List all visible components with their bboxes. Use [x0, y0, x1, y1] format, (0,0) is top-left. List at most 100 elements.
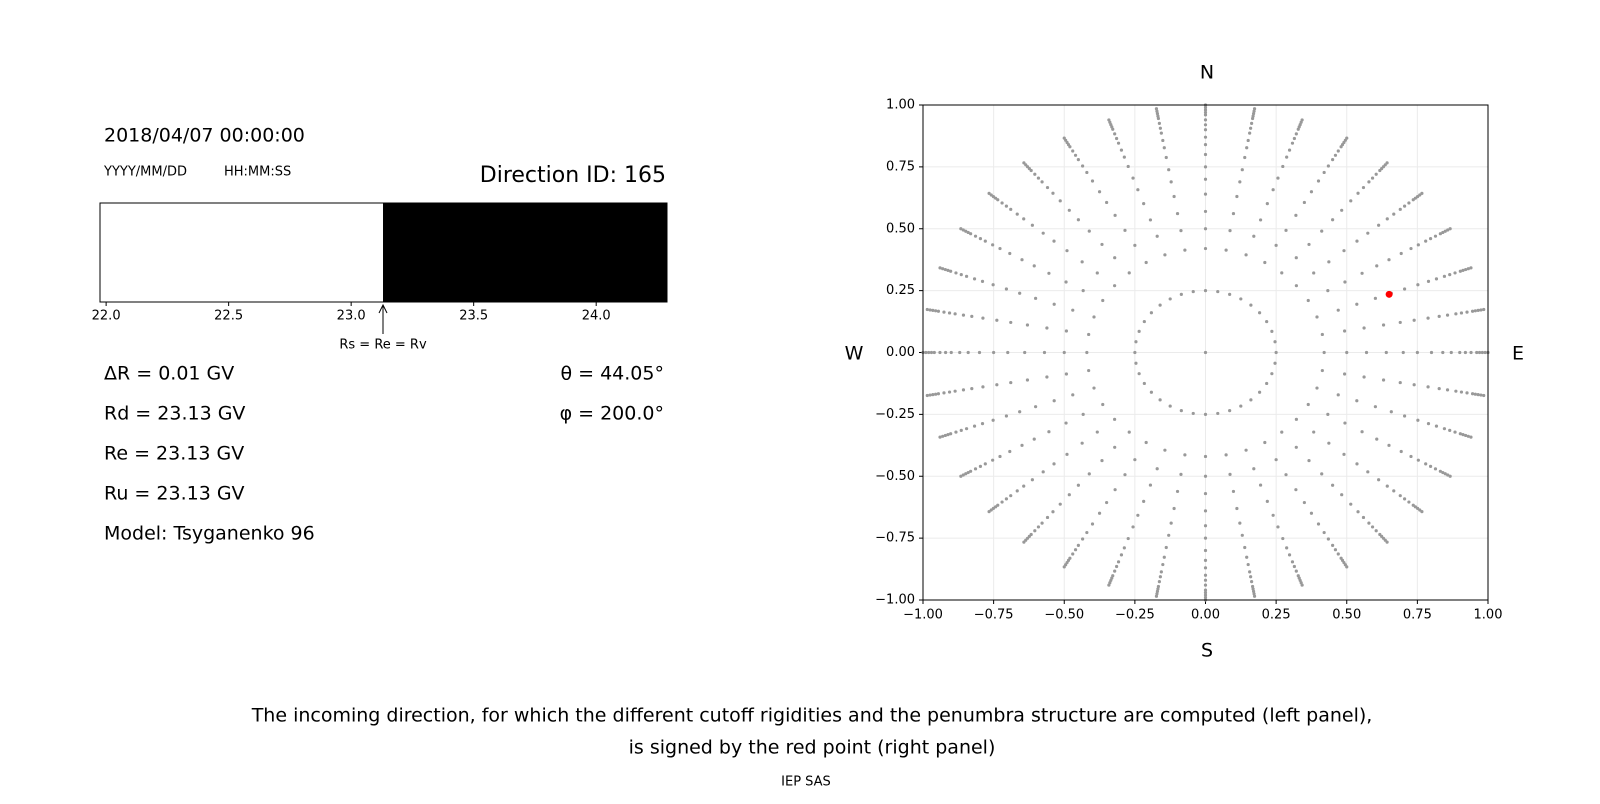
grid-point — [972, 277, 977, 281]
grid-point — [1426, 385, 1430, 389]
grid-point — [1265, 319, 1269, 324]
grid-point — [1158, 126, 1162, 130]
grid-point — [953, 389, 957, 393]
grid-point — [1235, 506, 1239, 511]
grid-point — [1168, 404, 1172, 408]
grid-point — [1155, 589, 1160, 593]
grid-point — [1398, 494, 1402, 498]
grid-point — [1133, 243, 1137, 247]
grid-point — [1156, 584, 1161, 589]
grid-point — [1036, 176, 1041, 180]
grid-point — [1482, 307, 1486, 312]
grid-point — [1224, 453, 1228, 457]
grid-point — [1228, 229, 1232, 233]
grid-point — [1475, 350, 1479, 355]
grid-point — [1159, 131, 1163, 135]
grid-point — [1248, 570, 1252, 574]
grid-point — [1040, 521, 1044, 525]
grid-point — [1020, 258, 1024, 262]
compass-label: E — [1512, 343, 1524, 365]
grid-point — [1113, 284, 1117, 288]
grid-point — [1466, 434, 1470, 438]
grid-point — [1366, 231, 1370, 235]
grid-point — [1004, 414, 1009, 418]
grid-point — [1071, 149, 1075, 153]
y-tick-label: 0.50 — [886, 221, 915, 236]
grid-point — [1265, 499, 1269, 503]
frame — [99, 202, 668, 303]
grid-point — [1235, 194, 1239, 199]
grid-point — [964, 427, 969, 431]
grid-point — [1203, 583, 1208, 587]
grid-point — [1064, 329, 1068, 333]
grid-point — [1449, 350, 1453, 355]
grid-point — [1020, 443, 1024, 447]
grid-point — [1420, 191, 1424, 196]
grid-point — [1149, 390, 1153, 394]
grid-point — [1245, 146, 1249, 150]
grid-point — [1097, 511, 1102, 515]
grid-point — [1034, 296, 1038, 300]
grid-point — [1345, 136, 1349, 140]
grid-point — [1062, 565, 1066, 569]
grid-point — [1142, 202, 1146, 206]
phi: φ = 200.0° — [560, 403, 664, 425]
grid-point — [1251, 114, 1255, 118]
grid-point — [1203, 474, 1208, 478]
grid-point — [1320, 332, 1324, 337]
compass-label: N — [1200, 62, 1214, 84]
grid-point — [943, 433, 947, 438]
grid-point — [1183, 453, 1187, 457]
grid-point — [1458, 432, 1462, 436]
grid-point — [932, 350, 936, 355]
grid-point — [1370, 525, 1375, 529]
grid-point — [1158, 575, 1162, 579]
grid-point — [1306, 298, 1310, 303]
grid-point — [1033, 529, 1037, 533]
grid-point — [1415, 350, 1419, 355]
grid-point — [1142, 499, 1146, 503]
grid-point — [1375, 437, 1379, 441]
grid-point — [1292, 564, 1296, 569]
grid-point — [1258, 483, 1263, 487]
grid-point — [1470, 392, 1475, 396]
grid-point — [1058, 502, 1062, 506]
grid-point — [1009, 207, 1013, 211]
grid-point — [1052, 239, 1056, 243]
grid-point — [969, 469, 973, 473]
grid-point — [1349, 199, 1353, 203]
grid-point — [1250, 121, 1254, 125]
grid-point — [1274, 350, 1278, 355]
grid-point — [1203, 536, 1208, 540]
grid-point — [1349, 502, 1353, 506]
grid-point — [1023, 350, 1027, 355]
grid-point — [1402, 497, 1407, 501]
grid-point — [1426, 316, 1430, 320]
grid-point — [980, 279, 985, 283]
grid-point — [1374, 172, 1378, 176]
grid-point — [959, 428, 963, 432]
grid-point — [1231, 211, 1236, 216]
grid-point — [1448, 273, 1452, 277]
grid-point — [1107, 118, 1111, 122]
grid-point — [1179, 292, 1183, 296]
grid-point — [1434, 277, 1439, 281]
grid-point — [1437, 314, 1441, 318]
grid-point — [946, 268, 950, 272]
compass-label: W — [845, 343, 864, 365]
grid-point — [1426, 279, 1431, 283]
grid-point — [1022, 540, 1026, 544]
grid-point — [1424, 462, 1428, 466]
grid-point — [1416, 283, 1420, 287]
grid-point — [1051, 510, 1055, 514]
grid-point — [1000, 500, 1004, 504]
grid-point — [1433, 467, 1438, 471]
grid-point — [1134, 340, 1138, 344]
grid-point — [1126, 164, 1130, 169]
grid-point — [980, 422, 985, 426]
grid-point — [1362, 326, 1366, 330]
grid-point — [1203, 152, 1208, 157]
grid-point — [1446, 473, 1450, 477]
grid-point — [991, 458, 995, 462]
